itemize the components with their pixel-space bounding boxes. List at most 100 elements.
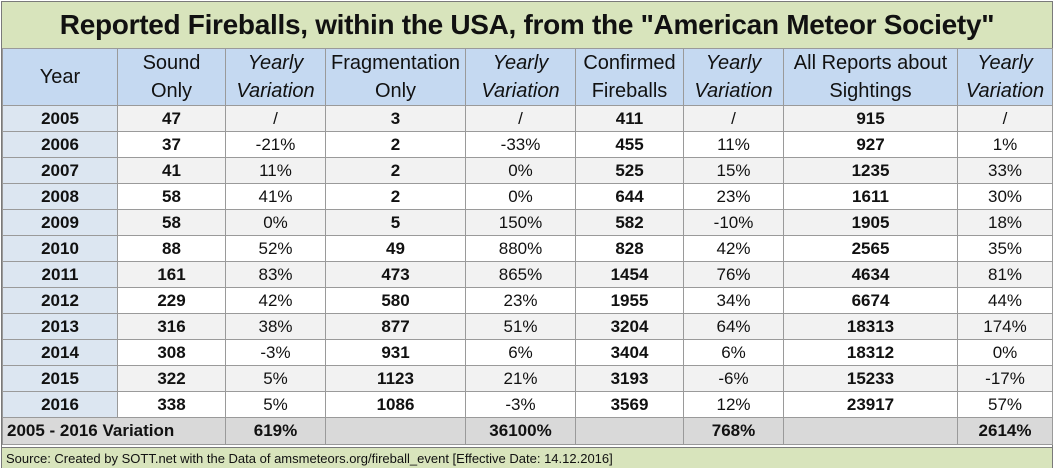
- all-reports-variation-cell: 0%: [957, 339, 1053, 366]
- all-reports-variation-cell: /: [957, 105, 1053, 132]
- header-fragmentation-only: Fragmentation Only: [325, 48, 466, 106]
- all-reports-cell: 927: [783, 131, 958, 158]
- fragmentation-only-cell: 3: [325, 105, 466, 132]
- all-reports-variation-cell: 18%: [957, 209, 1053, 236]
- fragmentation-variation-cell: 865%: [465, 261, 576, 288]
- confirmed-fireballs-cell: 3404: [575, 339, 684, 366]
- header-year: Year: [2, 48, 118, 106]
- table-row: 2006 37 -21% 2 -33% 455 11% 927 1%: [2, 131, 1053, 158]
- confirmed-variation-cell: -10%: [683, 209, 784, 236]
- year-cell: 2014: [2, 339, 118, 366]
- sound-only-cell: 41: [117, 157, 226, 184]
- header-all-reports-variation: Yearly Variation: [957, 48, 1053, 106]
- confirmed-variation-cell: 23%: [683, 183, 784, 210]
- sound-only-cell: 161: [117, 261, 226, 288]
- confirmed-variation-cell: 15%: [683, 157, 784, 184]
- fragmentation-variation-cell: 880%: [465, 235, 576, 262]
- all-reports-cell: 6674: [783, 287, 958, 314]
- table-row: 2014 308 -3% 931 6% 3404 6% 18312 0%: [2, 339, 1053, 366]
- all-reports-variation-cell: 57%: [957, 391, 1053, 418]
- sound-variation-cell: -3%: [225, 339, 326, 366]
- year-cell: 2010: [2, 235, 118, 262]
- all-reports-cell: 1905: [783, 209, 958, 236]
- confirmed-variation-cell: 42%: [683, 235, 784, 262]
- fragmentation-only-cell: 5: [325, 209, 466, 236]
- sound-only-cell: 58: [117, 183, 226, 210]
- table-row: 2013 316 38% 877 51% 3204 64% 18313 174%: [2, 313, 1053, 340]
- header-all-reports: All Reports about Sightings: [783, 48, 958, 106]
- year-cell: 2012: [2, 287, 118, 314]
- all-reports-variation-cell: -17%: [957, 365, 1053, 392]
- fragmentation-variation-cell: 21%: [465, 365, 576, 392]
- fragmentation-only-cell: 580: [325, 287, 466, 314]
- fragmentation-only-cell: 1123: [325, 365, 466, 392]
- all-reports-cell: 915: [783, 105, 958, 132]
- confirmed-fireballs-cell: 411: [575, 105, 684, 132]
- sound-only-cell: 88: [117, 235, 226, 262]
- sound-variation-cell: 42%: [225, 287, 326, 314]
- all-reports-variation-cell: 30%: [957, 183, 1053, 210]
- summary-empty-cell: [325, 417, 466, 445]
- fragmentation-only-cell: 1086: [325, 391, 466, 418]
- fragmentation-only-cell: 2: [325, 183, 466, 210]
- year-cell: 2015: [2, 365, 118, 392]
- confirmed-fireballs-cell: 3569: [575, 391, 684, 418]
- fragmentation-variation-cell: 0%: [465, 157, 576, 184]
- sound-only-cell: 316: [117, 313, 226, 340]
- fragmentation-variation-cell: 150%: [465, 209, 576, 236]
- summary-row: 2005 - 2016 Variation 619% 36100% 768% 2…: [2, 417, 1053, 445]
- all-reports-cell: 18312: [783, 339, 958, 366]
- all-reports-cell: 1611: [783, 183, 958, 210]
- year-cell: 2016: [2, 391, 118, 418]
- confirmed-variation-cell: 6%: [683, 339, 784, 366]
- header-confirmed-fireballs: Confirmed Fireballs: [575, 48, 684, 106]
- confirmed-fireballs-cell: 644: [575, 183, 684, 210]
- confirmed-variation-cell: -6%: [683, 365, 784, 392]
- fragmentation-variation-cell: -33%: [465, 131, 576, 158]
- table-body: 2005 47/3/411/915/2006 37 -21% 2 -33% 455 11% 92…: [2, 105, 1053, 418]
- year-cell: 2011: [2, 261, 118, 288]
- confirmed-variation-cell: 64%: [683, 313, 784, 340]
- fragmentation-only-cell: 49: [325, 235, 466, 262]
- summary-sound-variation: 619%: [225, 417, 326, 445]
- year-cell: 2006: [2, 131, 118, 158]
- sound-variation-cell: 5%: [225, 391, 326, 418]
- fragmentation-variation-cell: -3%: [465, 391, 576, 418]
- all-reports-variation-cell: 44%: [957, 287, 1053, 314]
- header-confirmed-variation: Yearly Variation: [683, 48, 784, 106]
- confirmed-fireballs-cell: 582: [575, 209, 684, 236]
- fragmentation-variation-cell: 0%: [465, 183, 576, 210]
- fragmentation-variation-cell: 6%: [465, 339, 576, 366]
- table-row: 2005 47/3/411/915/: [2, 105, 1053, 132]
- sound-variation-cell: 5%: [225, 365, 326, 392]
- confirmed-variation-cell: 34%: [683, 287, 784, 314]
- all-reports-cell: 18313: [783, 313, 958, 340]
- fragmentation-only-cell: 931: [325, 339, 466, 366]
- all-reports-variation-cell: 35%: [957, 235, 1053, 262]
- confirmed-variation-cell: 11%: [683, 131, 784, 158]
- confirmed-variation-cell: 12%: [683, 391, 784, 418]
- sound-only-cell: 58: [117, 209, 226, 236]
- all-reports-cell: 2565: [783, 235, 958, 262]
- table-row: 2008 58 41% 2 0% 644 23% 1611 30%: [2, 183, 1053, 210]
- table-row: 2011 161 83% 473 865% 1454 76% 4634 81%: [2, 261, 1053, 288]
- all-reports-cell: 15233: [783, 365, 958, 392]
- all-reports-variation-cell: 81%: [957, 261, 1053, 288]
- summary-empty-cell: [575, 417, 684, 445]
- year-cell: 2008: [2, 183, 118, 210]
- year-cell: 2013: [2, 313, 118, 340]
- sound-only-cell: 322: [117, 365, 226, 392]
- summary-all-reports-variation: 2614%: [957, 417, 1053, 445]
- table-title: Reported Fireballs, within the USA, from…: [2, 2, 1052, 49]
- fragmentation-only-cell: 877: [325, 313, 466, 340]
- header-sound-variation: Yearly Variation: [225, 48, 326, 106]
- fragmentation-variation-cell: 23%: [465, 287, 576, 314]
- all-reports-variation-cell: 33%: [957, 157, 1053, 184]
- confirmed-fireballs-cell: 1454: [575, 261, 684, 288]
- table-row: 2010 88 52% 49 880% 828 42% 2565 35%: [2, 235, 1053, 262]
- sound-variation-cell: 41%: [225, 183, 326, 210]
- fragmentation-variation-cell: 51%: [465, 313, 576, 340]
- table-row: 2012 229 42% 580 23% 1955 34% 6674 44%: [2, 287, 1053, 314]
- table-row: 2007 41 11% 2 0% 525 15% 1235 33%: [2, 157, 1053, 184]
